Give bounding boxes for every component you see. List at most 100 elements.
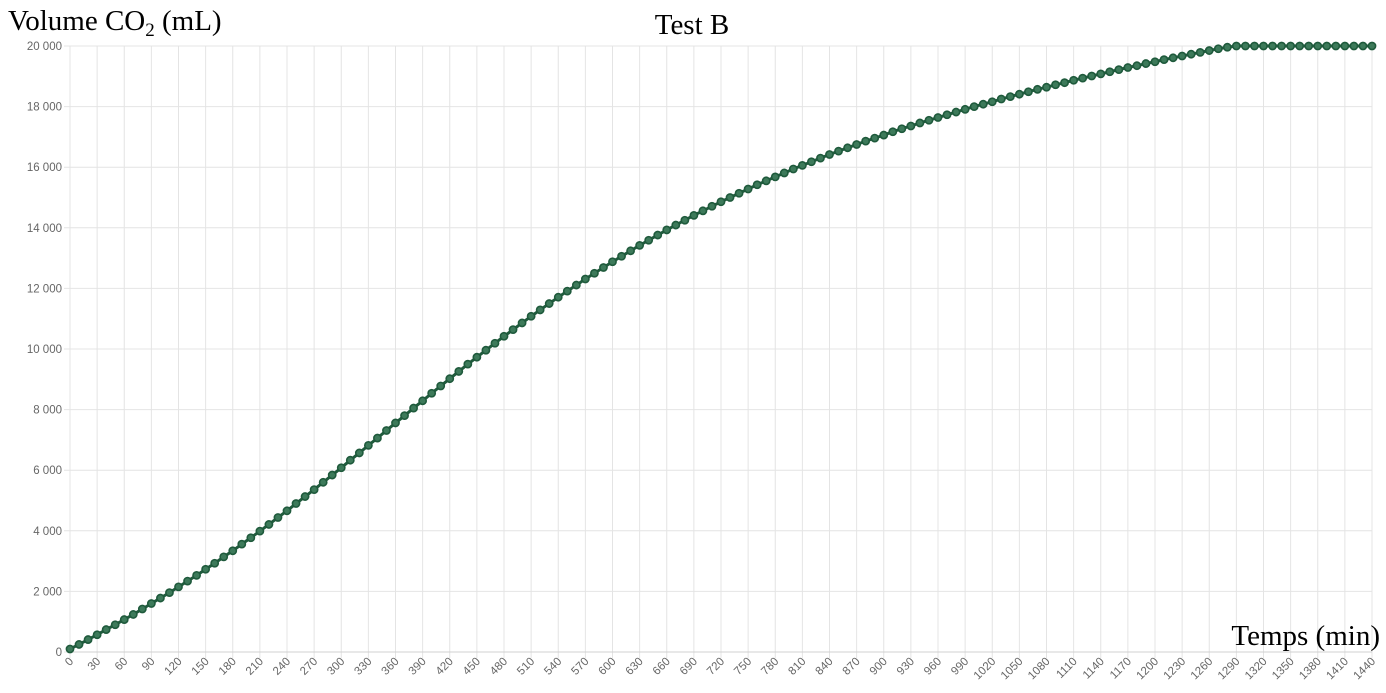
data-point bbox=[770, 172, 780, 182]
data-point bbox=[1259, 41, 1268, 51]
data-point bbox=[264, 520, 274, 529]
y-tick-label: 18 000 bbox=[27, 102, 62, 114]
data-point bbox=[1322, 41, 1332, 51]
y-axis-label-main: Volume CO bbox=[8, 5, 145, 37]
data-point bbox=[192, 570, 201, 580]
x-tick-label: 210 bbox=[244, 656, 266, 678]
chart-grid bbox=[64, 45, 1373, 658]
data-point bbox=[915, 118, 925, 128]
data-point bbox=[1358, 41, 1368, 51]
data-point bbox=[1241, 41, 1250, 51]
x-tick-label: 1140 bbox=[1081, 656, 1107, 682]
data-point bbox=[535, 305, 545, 315]
data-point bbox=[327, 470, 337, 480]
x-tick-label: 150 bbox=[190, 656, 212, 678]
data-point bbox=[508, 325, 518, 335]
x-tick-label: 90 bbox=[140, 656, 158, 674]
data-point bbox=[526, 311, 536, 321]
data-point bbox=[969, 102, 979, 111]
x-tick-label: 120 bbox=[163, 656, 185, 678]
data-point bbox=[852, 140, 862, 149]
data-point bbox=[888, 127, 898, 137]
data-point bbox=[987, 97, 997, 107]
y-tick-label: 0 bbox=[56, 647, 62, 659]
data-point bbox=[517, 318, 527, 328]
x-tick-label: 720 bbox=[705, 656, 727, 678]
data-point bbox=[119, 615, 129, 624]
x-tick-label: 900 bbox=[868, 656, 890, 678]
x-tick-label: 1110 bbox=[1054, 656, 1079, 681]
data-point bbox=[300, 492, 310, 501]
data-point bbox=[146, 599, 156, 608]
x-tick-label: 330 bbox=[352, 656, 374, 678]
data-point bbox=[1087, 71, 1097, 81]
data-point bbox=[92, 630, 102, 640]
data-point bbox=[1349, 41, 1359, 51]
y-tick-label: 8 000 bbox=[33, 405, 62, 417]
data-point bbox=[861, 136, 871, 146]
data-point bbox=[707, 201, 717, 211]
data-point bbox=[1367, 41, 1377, 51]
data-point bbox=[481, 345, 491, 355]
data-point bbox=[671, 220, 681, 230]
data-point bbox=[1313, 41, 1323, 51]
y-tick-label: 12 000 bbox=[27, 283, 62, 295]
y-axis-ticks: 0 2 000 4 000 6 000 8 000 10 000 12 000 14 000 1… bbox=[27, 41, 62, 659]
x-tick-label: 1440 bbox=[1352, 656, 1379, 683]
x-tick-label: 930 bbox=[895, 656, 917, 678]
x-tick-label: 780 bbox=[759, 656, 781, 678]
data-point bbox=[499, 331, 509, 341]
y-tick-label: 14 000 bbox=[27, 223, 62, 235]
y-tick-label: 4 000 bbox=[33, 526, 62, 538]
x-axis-label: Temps (min) bbox=[1231, 620, 1380, 652]
data-point bbox=[201, 564, 211, 574]
x-tick-label: 1230 bbox=[1162, 656, 1189, 683]
x-tick-label: 420 bbox=[434, 656, 456, 678]
data-point bbox=[1231, 41, 1241, 51]
x-tick-label: 840 bbox=[814, 656, 836, 678]
data-point bbox=[761, 176, 771, 186]
data-point bbox=[571, 280, 581, 290]
data-point bbox=[617, 251, 626, 261]
x-tick-label: 1410 bbox=[1324, 656, 1351, 683]
x-tick-label: 1080 bbox=[1026, 656, 1053, 683]
data-point bbox=[734, 188, 744, 198]
data-point bbox=[879, 130, 889, 140]
data-point bbox=[436, 381, 446, 391]
data-point bbox=[870, 133, 880, 143]
x-tick-label: 1050 bbox=[999, 656, 1026, 683]
data-point bbox=[183, 576, 192, 586]
x-tick-label: 180 bbox=[217, 656, 239, 678]
data-point bbox=[1295, 41, 1305, 51]
data-point bbox=[1277, 41, 1286, 51]
x-tick-label: 390 bbox=[407, 656, 429, 678]
data-point bbox=[1060, 78, 1069, 88]
data-point bbox=[1204, 46, 1214, 55]
data-point bbox=[1132, 61, 1142, 71]
data-point bbox=[996, 94, 1006, 104]
data-point bbox=[933, 113, 943, 122]
y-tick-label: 20 000 bbox=[27, 41, 62, 53]
data-point bbox=[544, 299, 554, 308]
data-point bbox=[418, 396, 428, 406]
data-point bbox=[1096, 69, 1106, 79]
data-point bbox=[1250, 41, 1259, 51]
data-point bbox=[1186, 49, 1196, 59]
data-point bbox=[779, 168, 789, 178]
data-point bbox=[1123, 63, 1133, 72]
data-point bbox=[1222, 42, 1232, 52]
data-point bbox=[165, 588, 174, 598]
data-point bbox=[1268, 41, 1277, 51]
data-point bbox=[282, 506, 292, 516]
data-point bbox=[626, 246, 635, 256]
data-point bbox=[1024, 87, 1033, 97]
x-tick-label: 750 bbox=[732, 656, 754, 678]
data-point bbox=[65, 644, 75, 654]
x-tick-label: 360 bbox=[380, 656, 402, 678]
data-point bbox=[1069, 75, 1079, 85]
data-point bbox=[825, 150, 834, 159]
data-point bbox=[743, 184, 753, 194]
data-point bbox=[807, 157, 816, 167]
data-point bbox=[427, 388, 437, 398]
data-point bbox=[101, 625, 111, 634]
